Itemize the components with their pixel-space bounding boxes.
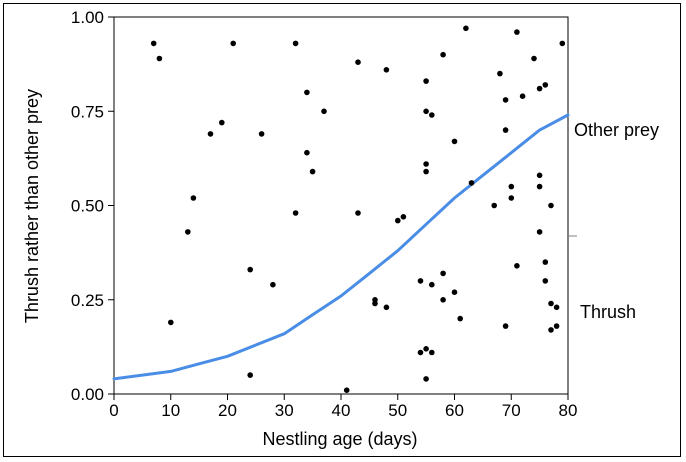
data-point	[531, 55, 537, 62]
data-point	[497, 70, 503, 77]
data-point	[185, 229, 191, 235]
data-point	[508, 195, 515, 201]
y-axis-title: Thrush rather than other prey	[22, 89, 42, 323]
data-point	[292, 210, 299, 216]
data-point	[230, 40, 236, 47]
data-point	[502, 97, 509, 103]
data-point	[219, 119, 225, 126]
data-point	[502, 323, 509, 329]
data-point	[156, 55, 163, 62]
data-point	[536, 183, 543, 190]
data-point	[468, 180, 475, 186]
data-point	[457, 315, 464, 322]
data-point	[355, 210, 361, 216]
data-point	[355, 59, 361, 65]
data-point	[423, 346, 429, 352]
data-point	[519, 93, 526, 99]
data-point	[440, 297, 446, 303]
data-point	[168, 319, 174, 326]
data-point	[536, 85, 543, 92]
x-axis: 0 10 20 30 40 50 60 70 80	[109, 394, 577, 420]
other-prey-label: Other prey	[574, 120, 659, 140]
x-tick-label: 70	[502, 401, 521, 420]
data-point	[548, 300, 554, 307]
y-tick-label: 0.25	[71, 291, 104, 310]
data-point	[372, 300, 378, 307]
x-tick-label: 30	[275, 401, 294, 420]
fitted-curve-line	[112, 113, 570, 381]
data-point	[440, 270, 446, 277]
data-point	[440, 51, 446, 58]
data-point	[417, 349, 424, 356]
data-point	[190, 195, 197, 201]
y-tick-label: 1.00	[71, 8, 104, 27]
data-point	[417, 278, 424, 284]
data-point	[429, 112, 435, 118]
x-tick-label: 40	[332, 401, 351, 420]
data-point	[258, 131, 265, 137]
data-point	[548, 202, 554, 209]
x-tick-label: 20	[218, 401, 237, 420]
data-point	[536, 229, 543, 235]
x-tick-label: 10	[161, 401, 180, 420]
thrush-label: Thrush	[580, 302, 636, 322]
data-point	[559, 40, 566, 47]
y-tick-label: 0.75	[71, 102, 104, 121]
data-point	[321, 108, 327, 115]
data-point	[429, 281, 435, 288]
y-axis: 0.00 0.25 0.50 0.75 1.00	[71, 8, 114, 404]
data-point	[502, 127, 509, 133]
data-point	[542, 259, 549, 265]
data-point	[423, 78, 429, 84]
data-point	[247, 266, 253, 273]
data-point	[343, 387, 350, 394]
data-point	[451, 138, 458, 145]
data-point	[150, 40, 157, 47]
chart-frame	[3, 3, 681, 457]
data-point	[292, 40, 299, 47]
data-point	[423, 376, 429, 382]
data-point	[553, 304, 560, 311]
x-tick-label: 50	[388, 401, 407, 420]
data-point	[536, 172, 543, 179]
y-tick-label: 0.50	[71, 197, 104, 216]
data-point	[304, 89, 310, 96]
data-point	[451, 289, 458, 296]
data-point	[423, 168, 429, 175]
data-point	[553, 323, 560, 329]
data-point	[423, 161, 429, 167]
data-point	[542, 82, 549, 88]
x-tick-label: 60	[445, 401, 464, 420]
data-point	[514, 29, 520, 35]
data-point	[542, 278, 549, 284]
x-tick-label: 0	[109, 401, 118, 420]
y-tick-label: 0.00	[71, 385, 104, 404]
data-point	[383, 304, 390, 311]
x-tick-label: 80	[559, 401, 578, 420]
data-point	[429, 349, 435, 356]
data-point	[508, 183, 515, 190]
data-point	[304, 149, 310, 156]
data-point	[514, 263, 520, 269]
x-axis-title: Nestling age (days)	[262, 429, 417, 449]
data-point	[247, 372, 253, 378]
data-point	[395, 217, 401, 224]
data-point	[207, 131, 214, 137]
data-point	[463, 25, 469, 32]
data-point	[491, 202, 498, 209]
data-point	[309, 168, 316, 175]
data-point	[423, 108, 429, 115]
data-point	[383, 67, 390, 73]
data-point	[548, 327, 554, 333]
data-point	[270, 281, 276, 288]
data-point	[400, 214, 407, 220]
